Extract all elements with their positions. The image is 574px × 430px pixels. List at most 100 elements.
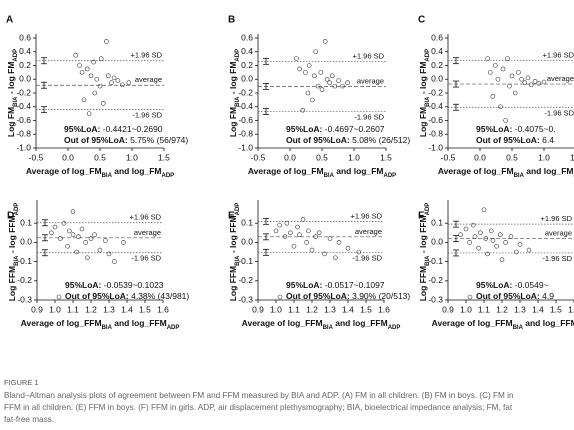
data-point [121, 240, 126, 245]
annotation-text: -0.4421~0.2690 [100, 124, 162, 134]
annotation: 95%LoA: -0.4075~0. [476, 124, 556, 134]
y-axis-label-part: ADP [425, 49, 431, 62]
data-point [541, 79, 547, 85]
y-tick-label: -0.3 [428, 294, 443, 304]
x-tick-label: 1.6 [157, 304, 169, 314]
y-tick-label: -1.0 [16, 142, 31, 152]
y-axis-label-part: - log FFM [7, 215, 17, 255]
data-point [84, 66, 90, 72]
data-point [498, 104, 503, 110]
reference-label: +1.96 SD [353, 51, 385, 60]
y-tick-label: -0.8 [238, 129, 253, 139]
x-axis-label-part: Average of log_FM [438, 166, 514, 176]
reference-label: average [547, 74, 574, 83]
y-tick-label: -0.2 [428, 275, 443, 285]
y-axis-label-part: ADP [235, 203, 241, 216]
x-tick-label: 1.5 [158, 152, 170, 162]
data-point [490, 238, 496, 243]
x-tick-label: 1.4 [532, 304, 544, 314]
data-point [487, 70, 493, 75]
y-tick-label: -0.2 [238, 275, 253, 285]
data-point [81, 97, 87, 103]
data-point [306, 63, 312, 68]
x-axis-label-part: and log_FM [112, 166, 162, 176]
annotation-label: 95%LoA: [476, 280, 513, 290]
y-axis-label-part: BIA [235, 96, 241, 107]
data-point [463, 226, 469, 232]
annotation-text: -0.0549~ [512, 280, 548, 290]
data-point [305, 90, 311, 96]
y-tick-label: 0.4 [431, 46, 443, 56]
y-tick-label: -0.2 [238, 87, 253, 97]
x-tick-label: 0.5 [94, 152, 106, 162]
data-point [303, 70, 308, 75]
legend-marker [467, 294, 473, 300]
x-axis-label-part: BIA [324, 173, 335, 179]
annotation-label: 95%LoA: [64, 124, 101, 134]
y-tick-label: 0.0 [241, 74, 253, 84]
y-axis-label: Log FMBIA - log FMADP [228, 49, 240, 137]
y-axis-label-part: Log FFM [418, 266, 428, 301]
caption-label: FIGURE 1 [4, 378, 39, 387]
y-tick-label: -0.3 [238, 294, 253, 304]
panel-letter: B [228, 15, 235, 26]
data-point [490, 94, 496, 99]
y-axis-label: Log FFMBIA - log FFMADP [418, 203, 430, 302]
caption-line: fat-free mass. [4, 415, 55, 424]
data-point [61, 220, 67, 226]
y-tick-label: -0.8 [16, 129, 31, 139]
data-point [514, 249, 519, 255]
caption-line: Bland–Altman analysis plots of agreement… [4, 391, 514, 400]
data-point [315, 83, 321, 89]
y-tick-label: -0.6 [16, 115, 31, 125]
x-tick-label: 1.2 [496, 304, 508, 314]
data-point [324, 76, 330, 82]
y-axis-label-part: Log FM [418, 107, 428, 137]
y-axis-label: Log FFMBIA - log FFMADP [228, 203, 240, 302]
x-tick-label: 1.0 [460, 304, 472, 314]
annotation-label: 95%LoA: [476, 124, 513, 134]
data-point [525, 75, 531, 81]
annotation: Out of 95%LoA: 4.38% (43/981) [65, 291, 189, 301]
x-tick-label: 1.4 [121, 304, 133, 314]
reference-label: -1.96 SD [544, 108, 574, 117]
x-tick-label: 1.6 [568, 304, 574, 314]
reference-label: -1.96 SD [131, 254, 161, 263]
x-tick-label: 1.5 [550, 304, 562, 314]
data-point [300, 217, 306, 222]
x-axis-label-part: ADP [167, 325, 180, 331]
x-axis-label: Average of log_FMBIA and log_FMADP [248, 166, 396, 178]
data-point [497, 232, 503, 238]
y-tick-label: 0.1 [431, 217, 443, 227]
data-point [478, 230, 483, 236]
data-point [306, 228, 311, 234]
y-tick-label: 0.1 [20, 217, 32, 227]
data-point [316, 230, 322, 236]
data-point [472, 234, 478, 239]
data-point [483, 236, 489, 241]
x-tick-label: 1.3 [514, 304, 526, 314]
y-axis-label-part: Log FM [6, 107, 16, 137]
annotation-text: 6.4 [540, 135, 554, 145]
figure: A -1.0 -0.8 -0.6 -0.4 -0.2 0.0 0.2 0.4 0.6 -0.5 0.0… [6, 15, 574, 331]
data-point [304, 240, 309, 245]
data-point [91, 59, 96, 65]
y-tick-label: 0.4 [19, 46, 31, 56]
x-axis-label-part: and log_FM [524, 166, 574, 176]
data-point [470, 222, 476, 228]
y-axis-label-part: Log FFM [228, 266, 238, 301]
y-tick-label: 0.0 [431, 237, 443, 247]
data-point [85, 255, 90, 261]
x-tick-label: 0.0 [62, 152, 74, 162]
x-axis-label-part: BIA [513, 325, 524, 331]
y-axis-label-part: BIA [14, 255, 20, 266]
x-tick-label: 1.0 [49, 304, 61, 314]
data-point [309, 247, 315, 253]
data-point [106, 251, 112, 257]
data-point [79, 226, 85, 232]
data-point [476, 245, 481, 251]
y-tick-label: -0.2 [17, 275, 32, 285]
data-point [507, 83, 512, 89]
reference-label: -1.96 SD [352, 253, 382, 262]
data-point [313, 234, 318, 239]
